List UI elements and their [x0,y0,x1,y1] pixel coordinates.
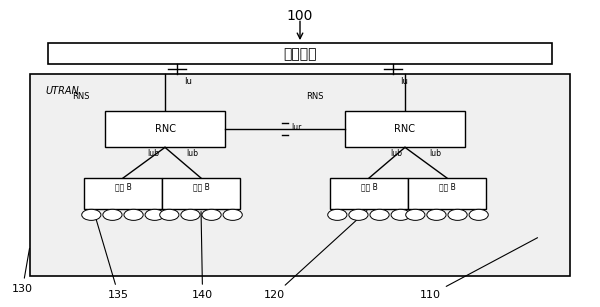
Text: Iur: Iur [291,123,301,132]
Text: 135: 135 [94,212,129,300]
Text: 130: 130 [12,248,33,294]
Text: RNS: RNS [306,92,323,101]
Text: Iub: Iub [147,149,159,158]
Bar [66,89,270,267]
Ellipse shape [145,209,164,220]
FancyBboxPatch shape [105,111,225,147]
Text: 节点 B: 节点 B [439,183,455,192]
Ellipse shape [181,209,200,220]
Ellipse shape [202,209,221,220]
Text: Iu: Iu [184,77,192,86]
Ellipse shape [406,209,425,220]
Ellipse shape [427,209,446,220]
FancyBboxPatch shape [30,74,570,276]
Text: 120: 120 [264,211,367,300]
Text: RNS: RNS [72,92,89,101]
Text: 140: 140 [192,212,213,300]
Bar [300,89,552,267]
Text: Iub: Iub [429,149,441,158]
Ellipse shape [349,209,368,220]
FancyBboxPatch shape [345,111,465,147]
Text: 110: 110 [420,238,538,300]
FancyBboxPatch shape [330,178,408,209]
Text: Iub: Iub [390,149,402,158]
Text: 核心网络: 核心网络 [283,47,317,61]
Text: UTRAN: UTRAN [45,86,79,96]
Text: Iu: Iu [400,77,408,86]
FancyBboxPatch shape [162,178,240,209]
Ellipse shape [103,209,122,220]
Ellipse shape [448,209,467,220]
Text: RNC: RNC [395,124,415,134]
Ellipse shape [124,209,143,220]
Text: 节点 B: 节点 B [193,183,209,192]
Ellipse shape [469,209,488,220]
Ellipse shape [370,209,389,220]
Ellipse shape [160,209,179,220]
FancyBboxPatch shape [48,43,552,64]
Ellipse shape [82,209,101,220]
Text: 节点 B: 节点 B [115,183,131,192]
FancyBboxPatch shape [84,178,162,209]
Ellipse shape [223,209,242,220]
Text: 节点 B: 节点 B [361,183,377,192]
Ellipse shape [328,209,347,220]
Text: RNC: RNC [155,124,176,134]
Ellipse shape [391,209,410,220]
FancyBboxPatch shape [408,178,486,209]
Text: 100: 100 [287,9,313,23]
Text: Iub: Iub [186,149,198,158]
